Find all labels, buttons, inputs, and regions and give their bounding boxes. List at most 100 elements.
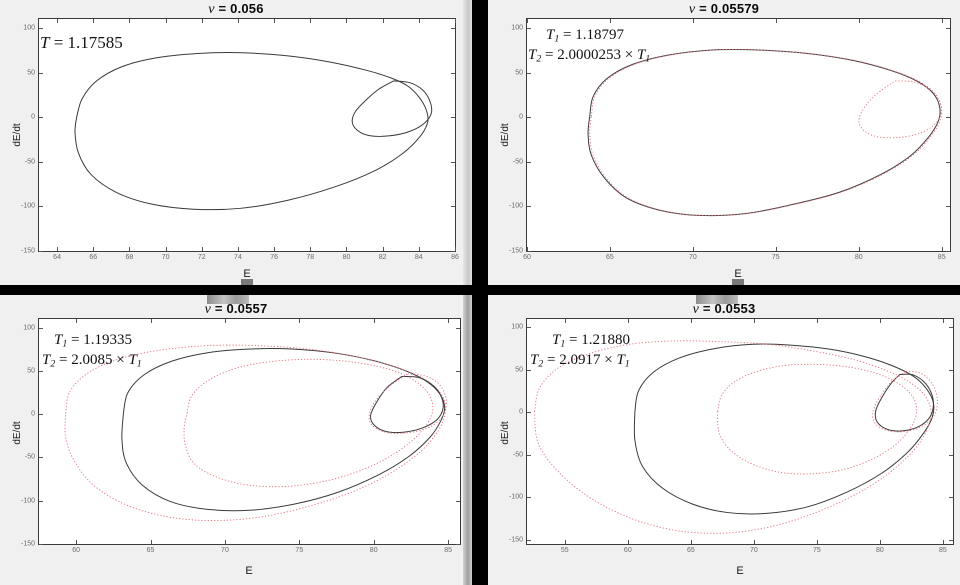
ytick-mark-right bbox=[949, 369, 953, 371]
annotation-line-2: T2 = 2.0085 × T1 bbox=[42, 351, 142, 370]
xtick-mark-top bbox=[609, 19, 611, 23]
curve-bl-0 bbox=[121, 348, 446, 512]
xtick-mark-top bbox=[373, 319, 375, 323]
xtick-label: 68 bbox=[125, 254, 134, 261]
xtick-label: 74 bbox=[234, 254, 242, 261]
xtick-label: 70 bbox=[688, 254, 697, 261]
xtick-label: 85 bbox=[444, 547, 452, 554]
ytick-label: 0 bbox=[31, 410, 35, 418]
xtick-mark-top bbox=[274, 19, 276, 23]
ytick-label: 50 bbox=[27, 367, 35, 375]
ytick-label: -50 bbox=[512, 158, 523, 166]
ytick-label: 0 bbox=[31, 113, 35, 121]
ytick-mark-right bbox=[946, 117, 950, 119]
xtick-mark-top bbox=[418, 19, 420, 23]
ytick-mark bbox=[527, 27, 531, 29]
annotation-line-1: T = 1.17585 bbox=[40, 33, 123, 52]
curve-br-3 bbox=[874, 373, 934, 432]
title-equals: = bbox=[699, 1, 707, 16]
panel-right-edge-strip[interactable] bbox=[463, 295, 472, 585]
annotation-br: T1 = 1.21880 T2 = 2.0917 × T1 bbox=[530, 331, 630, 371]
ytick-mark-right bbox=[946, 27, 950, 29]
panel-nu-005579: ν = 0.05579 T1 = 1.18797 T2 = 2.0000253 … bbox=[488, 0, 960, 285]
curve-canvas-tl bbox=[74, 52, 433, 211]
xtick-mark-top bbox=[76, 319, 78, 323]
title-equals: = bbox=[702, 301, 711, 316]
xtick-mark bbox=[382, 247, 384, 251]
ytick-label: -150 bbox=[508, 536, 523, 544]
xtick-mark-top bbox=[448, 319, 450, 323]
curve-tl-0 bbox=[74, 52, 429, 211]
xtick-label: 60 bbox=[523, 254, 531, 261]
ytick-label: 100 bbox=[511, 323, 523, 331]
ytick-mark-right bbox=[456, 544, 460, 545]
ytick-mark bbox=[527, 454, 531, 456]
xaxis-label-bl: E bbox=[245, 565, 253, 577]
ytick-mark-right bbox=[456, 370, 460, 372]
nu-symbol: ν bbox=[208, 2, 215, 17]
xtick-mark-top bbox=[858, 19, 860, 23]
ytick-mark bbox=[39, 251, 43, 252]
ytick-mark-right bbox=[946, 206, 950, 208]
xtick-mark bbox=[150, 540, 152, 544]
ytick-mark-right bbox=[456, 327, 460, 329]
ytick-mark bbox=[527, 539, 531, 541]
xtick-label: 75 bbox=[812, 547, 821, 554]
ytick-mark bbox=[39, 27, 43, 29]
xtick-mark bbox=[627, 540, 629, 544]
xtick-label: 80 bbox=[342, 254, 351, 261]
title-artifact-br bbox=[696, 295, 738, 304]
xtick-mark bbox=[299, 540, 301, 544]
xtick-label: 82 bbox=[378, 254, 387, 261]
ytick-label: -100 bbox=[508, 493, 523, 501]
title-value: 0.0557 bbox=[226, 301, 268, 316]
xtick-mark bbox=[448, 540, 450, 544]
title-equals: = bbox=[214, 301, 223, 316]
xtick-mark-top bbox=[690, 319, 692, 323]
curve-bl-3 bbox=[370, 375, 444, 434]
xtick-mark bbox=[165, 247, 167, 251]
xtick-mark-top bbox=[942, 319, 944, 323]
xtick-mark-top bbox=[816, 319, 818, 323]
panel-title-br: ν = 0.0553 bbox=[488, 301, 960, 318]
xtick-mark-top bbox=[299, 319, 301, 323]
xtick-label: 78 bbox=[306, 254, 315, 261]
ytick-mark-right bbox=[949, 454, 953, 456]
ytick-label: -50 bbox=[24, 453, 35, 461]
ytick-label: 50 bbox=[27, 69, 35, 77]
ytick-mark-right bbox=[949, 539, 953, 541]
xtick-mark-top bbox=[57, 19, 59, 23]
xtick-mark bbox=[129, 247, 131, 251]
ytick-mark bbox=[39, 327, 43, 329]
ytick-mark-right bbox=[451, 206, 455, 208]
title-artifact-bl bbox=[207, 295, 249, 304]
curve-bl-4 bbox=[368, 373, 447, 434]
xtick-mark-top bbox=[627, 319, 629, 323]
ytick-mark bbox=[39, 72, 43, 74]
xtick-label: 80 bbox=[854, 254, 863, 261]
xtick-mark-top bbox=[310, 19, 312, 23]
ytick-mark bbox=[527, 117, 531, 119]
ytick-mark bbox=[39, 544, 43, 545]
ytick-mark-right bbox=[456, 457, 460, 459]
xtick-mark bbox=[237, 247, 239, 251]
xtick-mark bbox=[418, 247, 420, 251]
xtick-mark-top bbox=[753, 319, 755, 323]
xtick-mark bbox=[692, 247, 694, 251]
xtick-mark-top bbox=[150, 319, 152, 323]
title-equals: = bbox=[218, 1, 227, 16]
nu-symbol: ν bbox=[688, 2, 696, 17]
xlabel-artifact-tr bbox=[732, 279, 744, 285]
ytick-mark-right bbox=[451, 72, 455, 74]
xtick-mark bbox=[274, 247, 276, 251]
curve-canvas-bl bbox=[64, 344, 447, 522]
xtick-label: 65 bbox=[606, 254, 614, 261]
xlabel-artifact-tl bbox=[241, 279, 253, 285]
annotation-line-2: T2 = 2.0917 × T1 bbox=[530, 351, 630, 370]
xtick-mark-top bbox=[941, 19, 943, 23]
curve-br-4 bbox=[872, 370, 938, 433]
panel-right-edge-strip[interactable] bbox=[463, 0, 472, 285]
xaxis-label-tr: E bbox=[734, 268, 742, 280]
xtick-mark bbox=[224, 540, 226, 544]
